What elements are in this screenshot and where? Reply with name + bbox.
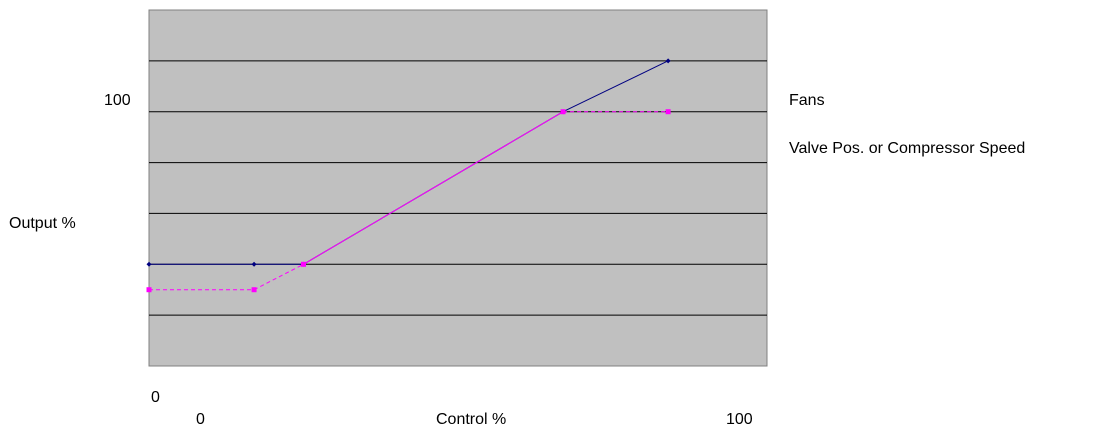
series-0-point-4 bbox=[665, 58, 671, 64]
series-1 bbox=[146, 109, 671, 293]
x-tick-label-100: 100 bbox=[726, 411, 753, 428]
y-tick-label-0: 0 bbox=[151, 389, 160, 406]
series-1-point-1 bbox=[251, 287, 257, 293]
legend-entry-fans: Fans bbox=[789, 92, 825, 109]
y-tick-label-100: 100 bbox=[104, 92, 131, 109]
y-axis-label: Output % bbox=[9, 215, 76, 232]
legend-entry-valve: Valve Pos. or Compressor Speed bbox=[789, 140, 1026, 157]
x-axis-label: Control % bbox=[436, 411, 507, 428]
series-0-segment-3 bbox=[562, 60, 669, 113]
series-1-segment-1 bbox=[253, 263, 304, 291]
series-1-point-2 bbox=[301, 261, 306, 267]
series-0-point-0 bbox=[146, 261, 152, 267]
series-1-point-0 bbox=[146, 287, 152, 293]
series-1-segment-2 bbox=[303, 111, 564, 265]
series-layer bbox=[146, 58, 671, 293]
x-tick-label-0: 0 bbox=[196, 411, 205, 428]
plot-area bbox=[148, 9, 768, 367]
series-1-point-4 bbox=[665, 109, 671, 115]
series-1-point-3 bbox=[560, 109, 566, 115]
series-0-point-1 bbox=[251, 261, 257, 267]
